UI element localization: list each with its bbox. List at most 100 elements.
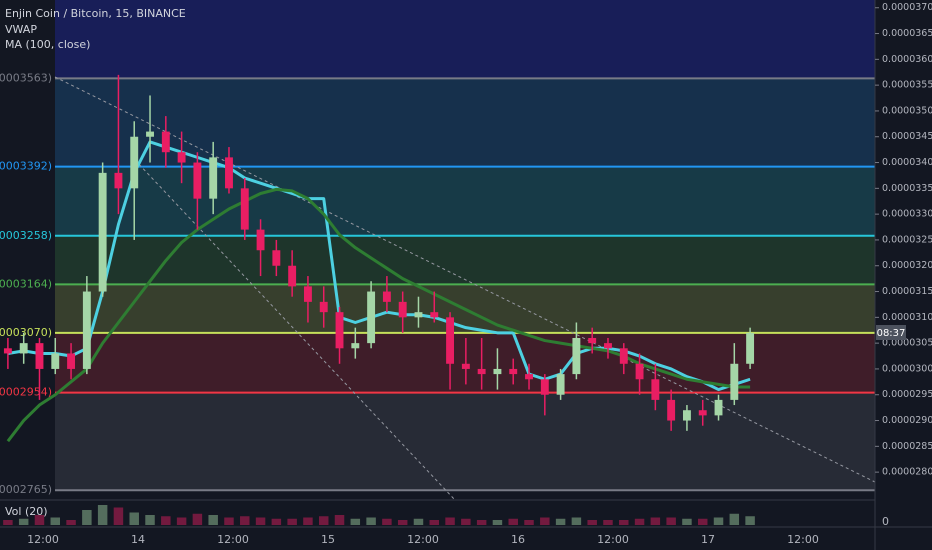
volume-bar: [382, 518, 392, 525]
candle-body: [177, 152, 186, 163]
x-tick-label: 16: [511, 533, 525, 546]
fib-zone: [55, 392, 875, 491]
x-tick-label: 12:00: [217, 533, 249, 546]
x-tick-label: 12:00: [407, 533, 439, 546]
volume-bar: [603, 520, 613, 525]
candle-body: [730, 363, 739, 400]
fib-label: (0.00003070): [0, 326, 52, 339]
fib-zone: [55, 235, 875, 285]
candle-body: [351, 343, 360, 349]
candle-body: [493, 368, 502, 375]
volume-bar: [66, 520, 76, 525]
candle-body: [540, 379, 549, 395]
volume-bar: [303, 517, 313, 525]
fib-label: (0.00003164): [0, 277, 52, 290]
candle-body: [114, 172, 123, 189]
volume-bar: [397, 520, 408, 525]
volume-bar: [192, 513, 203, 525]
candle-body: [604, 343, 612, 349]
fib-label: (0.00003392): [0, 160, 52, 173]
candle-body: [35, 343, 44, 369]
volume-bar: [255, 517, 266, 525]
countdown: 08:37: [877, 328, 906, 339]
volume-bar: [97, 505, 108, 525]
fib-label: (0.00002765): [0, 483, 52, 496]
candle-body: [461, 363, 470, 369]
candle-body: [209, 157, 218, 199]
volume-bar: [540, 517, 550, 525]
volume-bar: [113, 507, 124, 525]
candle-body: [303, 286, 312, 302]
candle-body: [130, 136, 139, 189]
candle-body: [272, 250, 281, 266]
candle-body: [446, 317, 455, 364]
volume-bar: [271, 518, 282, 525]
volume-bar: [82, 510, 92, 525]
plot: [3, 74, 755, 525]
volume-tick-label: 0: [882, 515, 889, 528]
x-tick-label: 12:00: [27, 533, 59, 546]
volume-bar: [145, 515, 155, 525]
candle-body: [651, 379, 660, 400]
candle-body: [682, 410, 691, 421]
volume-bar: [524, 520, 534, 525]
candle-body: [256, 229, 265, 251]
x-tick-label: 12:00: [597, 533, 629, 546]
volume-bar: [350, 518, 361, 525]
y-tick-label: 0.00002800: [882, 467, 932, 478]
fib-label: (0.00002954): [0, 386, 52, 399]
fib-label: (0.00003563): [0, 71, 52, 84]
volume-label: Vol (20): [5, 505, 48, 518]
volume-bar: [129, 512, 139, 525]
volume-bar: [682, 518, 692, 525]
candle-body: [51, 353, 60, 369]
x-tick-label: 14: [131, 533, 145, 546]
candle-body: [382, 291, 391, 302]
candle-body: [572, 337, 581, 375]
volume-bar: [555, 518, 566, 525]
x-tick-label: 12:00: [787, 533, 819, 546]
legend-entry: MA (100, close): [5, 38, 90, 51]
volume-bar: [3, 520, 13, 525]
chart-title: Enjin Coin / Bitcoin, 15, BINANCE: [5, 7, 186, 20]
legend-entry: VWAP: [5, 23, 37, 36]
candle-body: [67, 353, 76, 369]
candle-body: [430, 312, 439, 318]
candle-body: [667, 399, 676, 421]
candle-body: [746, 332, 755, 364]
volume-bar: [587, 520, 597, 525]
volume-bar: [650, 517, 661, 525]
candle-body: [98, 172, 107, 292]
candle-body: [398, 301, 407, 318]
volume-bar: [445, 517, 455, 525]
volume-bar: [176, 517, 187, 525]
volume-bar: [34, 515, 45, 525]
volume-bar: [571, 517, 582, 525]
countdown-tag: [876, 325, 906, 340]
candle-body: [635, 363, 644, 380]
volume-bar: [429, 520, 440, 525]
volume-bar: [208, 515, 218, 525]
volume-bar: [476, 520, 487, 525]
candle-body: [525, 374, 533, 380]
candle-body: [588, 337, 597, 344]
volume-bar: [334, 515, 345, 525]
candle-body: [414, 312, 423, 318]
volume-bar: [634, 518, 645, 525]
candle-body: [82, 291, 91, 369]
volume-bar: [666, 517, 676, 525]
